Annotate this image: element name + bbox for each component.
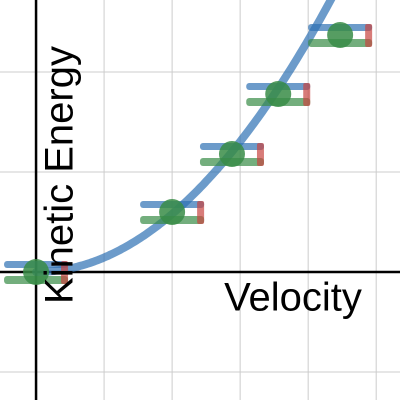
marker-end [303, 83, 311, 106]
point [159, 199, 186, 225]
marker-end [365, 24, 373, 47]
y-axis-label: Kinetic Energy [38, 46, 82, 304]
point [265, 81, 292, 107]
data-point [308, 22, 373, 48]
x-axis-label: Velocity [224, 276, 362, 320]
point [327, 22, 354, 48]
marker-end [256, 143, 264, 166]
data-point [246, 81, 311, 107]
marker-end [61, 261, 69, 284]
fit-curve [32, 0, 336, 276]
point [218, 141, 245, 167]
point [23, 259, 50, 285]
data-point [199, 141, 264, 167]
data-point [4, 259, 69, 285]
data-point [140, 199, 205, 225]
marker-end [197, 201, 205, 224]
